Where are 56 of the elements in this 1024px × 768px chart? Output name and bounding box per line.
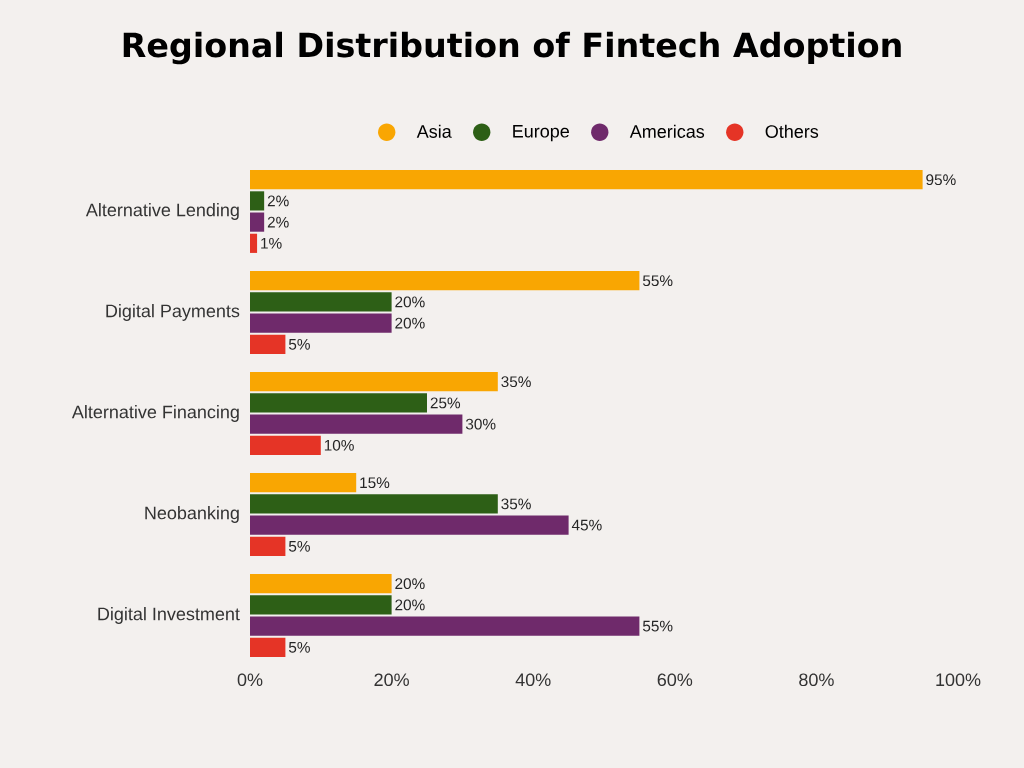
legend-label: Asia	[416, 124, 452, 138]
bar	[250, 334, 286, 354]
bar	[250, 271, 640, 291]
data-label: 35%	[501, 376, 531, 388]
legend-label: Europe	[513, 125, 569, 142]
data-label: 25%	[430, 397, 461, 409]
y-tick-label: Alternative Financing	[71, 405, 239, 422]
data-label: 2%	[267, 195, 289, 207]
bar	[250, 637, 286, 657]
bar	[250, 494, 498, 514]
data-label: 35%	[501, 498, 531, 510]
bar	[250, 595, 392, 615]
x-tick-label: 60%	[657, 673, 693, 687]
x-tick-label: 0%	[237, 673, 263, 687]
data-label: 30%	[465, 418, 496, 430]
bar	[250, 435, 321, 455]
bar	[250, 414, 463, 434]
data-label: 2%	[267, 216, 289, 228]
y-tick-label: Alternative Lending	[85, 203, 239, 220]
data-label: 20%	[395, 317, 425, 329]
data-label: 55%	[642, 620, 673, 632]
y-tick-label: Digital Payments	[106, 304, 240, 321]
data-label: 5%	[288, 641, 310, 653]
bar	[250, 473, 357, 493]
bar	[250, 313, 392, 333]
bar	[250, 292, 392, 312]
bar	[250, 616, 640, 636]
data-label: 5%	[288, 540, 310, 552]
bar	[250, 393, 427, 413]
data-label: 5%	[288, 338, 310, 350]
data-label: 55%	[642, 275, 673, 287]
bar	[250, 212, 265, 232]
data-label: 20%	[395, 599, 425, 611]
x-tick-label: 20%	[374, 673, 409, 687]
data-label: 1%	[261, 237, 282, 249]
x-tick-label: 40%	[515, 673, 551, 687]
y-tick-label: Digital Investment	[98, 607, 240, 624]
bar	[250, 536, 286, 556]
chart-title: Regional Distribution of Fintech Adoption	[123, 31, 901, 65]
legend-label: Americas	[629, 124, 705, 138]
data-label: 10%	[324, 439, 354, 451]
data-label: 20%	[395, 578, 425, 590]
y-tick-label: Neobanking	[145, 506, 239, 523]
x-tick-label: 100%	[936, 673, 981, 687]
bar	[250, 170, 923, 190]
legend-label: Others	[765, 124, 819, 138]
data-label: 20%	[395, 296, 425, 308]
bar	[250, 372, 498, 392]
data-label: 45%	[571, 519, 602, 531]
data-label: 15%	[360, 477, 390, 489]
bar	[250, 233, 258, 253]
bar	[250, 191, 265, 211]
bar	[250, 515, 569, 535]
x-tick-label: 80%	[799, 673, 834, 687]
data-label: 95%	[926, 174, 956, 186]
bar	[250, 574, 392, 594]
